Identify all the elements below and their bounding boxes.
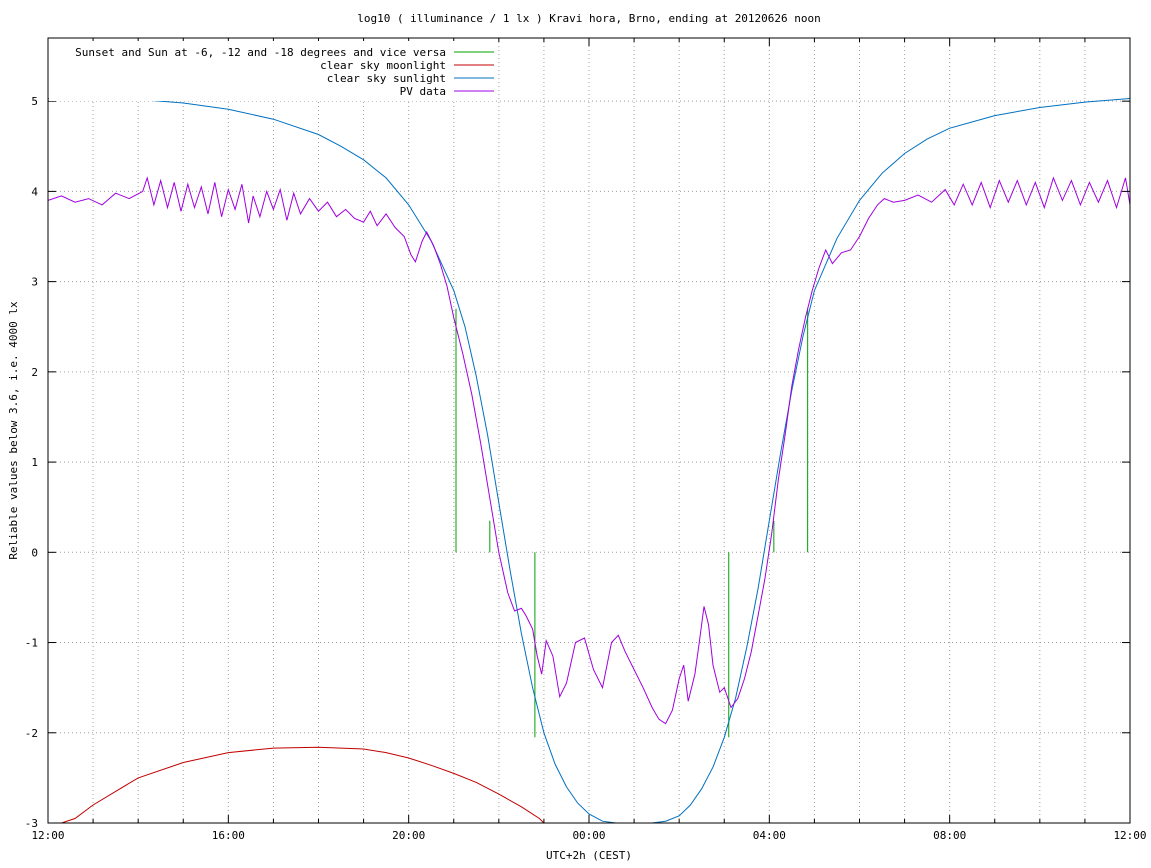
x-tick-label: 04:00 (753, 829, 786, 842)
x-tick-label: 08:00 (933, 829, 966, 842)
series-3 (48, 97, 1130, 823)
grid-layer (48, 38, 1130, 823)
y-tick-label: 2 (31, 366, 38, 379)
x-tick-label: 00:00 (572, 829, 605, 842)
series-4 (48, 176, 1130, 725)
x-axis-label: UTC+2h (CEST) (546, 849, 632, 862)
y-tick-label: 5 (31, 95, 38, 108)
x-tick-label: 12:00 (31, 829, 64, 842)
x-tick-label: 16:00 (212, 829, 245, 842)
series-1 (455, 308, 809, 738)
legend: Sunset and Sun at -6, -12 and -18 degree… (49, 41, 494, 101)
legend-entry-label: clear sky sunlight (327, 72, 446, 85)
series-2 (61, 746, 545, 823)
series-layer (48, 97, 1130, 823)
y-tick-label: 3 (31, 276, 38, 289)
y-tick-label: -1 (25, 637, 38, 650)
legend-background (49, 41, 494, 101)
y-tick-label: 4 (31, 185, 38, 198)
legend-entry-label: Sunset and Sun at -6, -12 and -18 degree… (75, 46, 446, 59)
y-tick-label: -3 (25, 817, 38, 830)
legend-entry-label: clear sky moonlight (320, 59, 446, 72)
series-line (48, 97, 1130, 823)
x-tick-label: 12:00 (1113, 829, 1146, 842)
y-tick-label: -2 (25, 727, 38, 740)
y-tick-label: 1 (31, 456, 38, 469)
tick-layer: 12:00 16:00 20:00 00:00 04:00 08:00 12:00 5 4 3 2 1… (25, 38, 1147, 842)
x-tick-label: 20:00 (392, 829, 425, 842)
series-line (61, 746, 545, 823)
series-line (48, 176, 1130, 725)
y-tick-label: 0 (31, 546, 38, 559)
legend-entry-label: PV data (400, 85, 446, 98)
y-axis-label: Reliable values below 3.6, i.e. 4000 lx (7, 301, 20, 560)
chart-title: log10 ( illuminance / 1 lx ) Kravi hora,… (357, 12, 821, 25)
